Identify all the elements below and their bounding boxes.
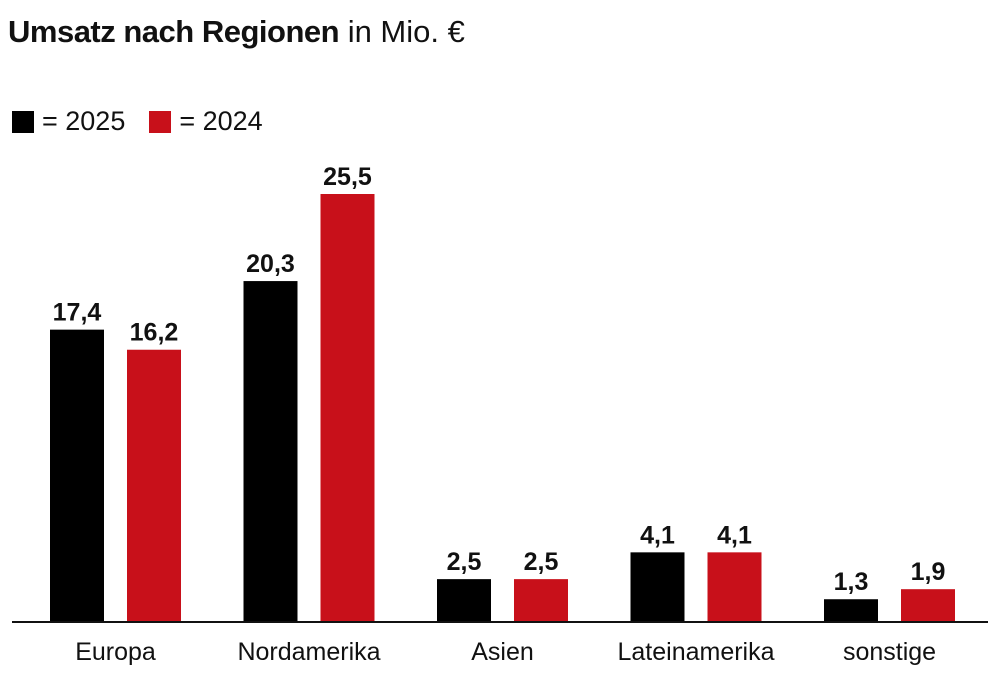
data-label-2024-1: 25,5 [323,163,372,191]
title-main: Umsatz nach Regionen [8,14,340,49]
bar-2024-2 [514,579,568,621]
bar-2024-3 [707,552,762,621]
data-label-2025-2: 2,5 [447,548,482,576]
data-label-2024-3: 4,1 [717,521,752,549]
data-label-2025-0: 17,4 [53,299,102,327]
category-label-3: Lateinamerika [617,638,774,666]
bar-2024-0 [127,349,181,621]
bar-2025-3 [630,552,685,621]
legend-swatch-2024 [149,110,172,133]
legend-item-2024: = 2024 [149,106,263,137]
bar-2025-1 [243,281,298,621]
category-label-0: Europa [75,638,156,666]
category-label-2: Asien [471,638,534,666]
bar-2025-4 [824,599,878,621]
data-label-2025-3: 4,1 [640,521,675,549]
legend-label-2025: = 2025 [42,106,126,136]
bar-2024-1 [320,194,375,621]
category-label-4: sonstige [843,638,936,666]
legend-label-2024: = 2024 [179,106,263,136]
data-label-2024-2: 2,5 [524,548,559,576]
data-label-2025-4: 1,3 [834,568,869,596]
legend-swatch-2025 [12,110,34,133]
bar-2025-0 [50,329,104,621]
data-label-2025-1: 20,3 [246,250,295,278]
legend: = 2025 = 2024 [12,106,287,137]
bar-2024-4 [901,589,955,621]
chart-title: Umsatz nach Regionen in Mio. € [8,14,465,50]
data-label-2024-0: 16,2 [130,319,179,347]
bar-2025-2 [437,579,491,621]
data-label-2024-4: 1,9 [911,558,946,586]
title-unit: in Mio. € [347,14,465,49]
legend-item-2025: = 2025 [12,106,125,137]
category-label-1: Nordamerika [237,638,380,666]
